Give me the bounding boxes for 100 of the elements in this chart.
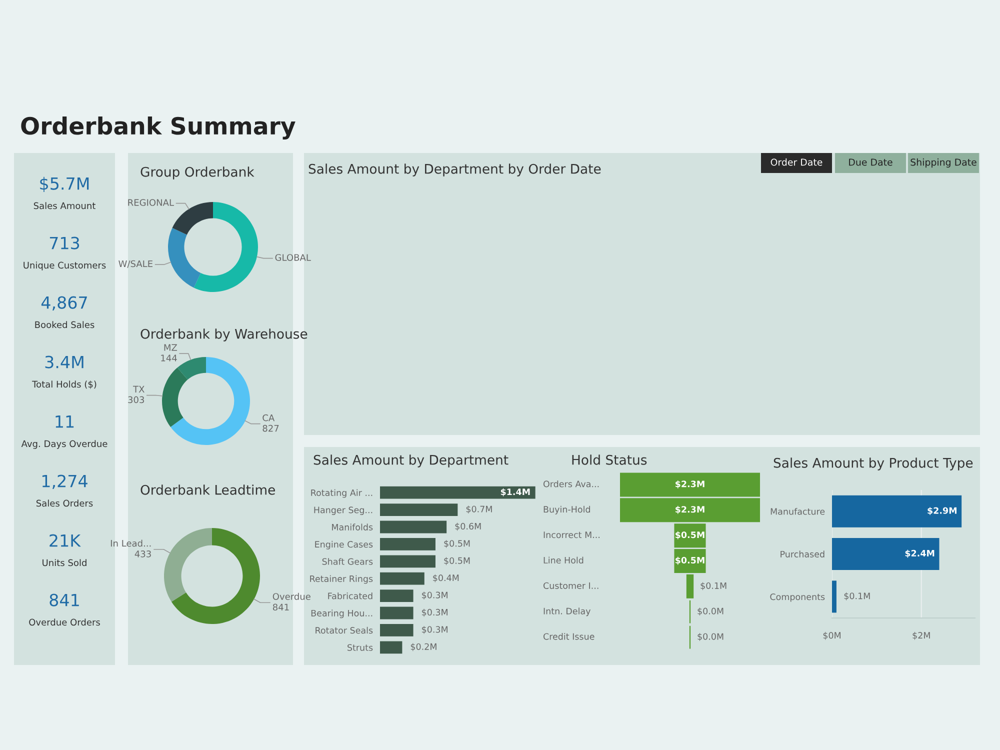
- text: 841: [50, 594, 79, 606]
- donut-slice: [162, 368, 188, 428]
- text: 21K: [50, 534, 81, 547]
- text: 3.4M: [45, 356, 84, 368]
- data-label: $0.0M: [698, 608, 724, 616]
- data-label: $2.3M: [676, 480, 704, 488]
- data-label: $2.3M: [676, 506, 704, 514]
- chart-title: Group Orderbank: [140, 166, 254, 180]
- y-tick-label: Engine Cases: [315, 540, 373, 550]
- y-tick-label: Rotating Air ...: [311, 489, 372, 498]
- text: Units Sold: [42, 559, 86, 566]
- y-tick-label: Bearing Hou...: [311, 610, 372, 618]
- text: Hold Status: [572, 454, 647, 465]
- text: Sales Orders: [36, 500, 93, 507]
- bar: [380, 538, 436, 550]
- category-label: Line Hold: [544, 556, 584, 564]
- data-label: 303: [128, 396, 144, 404]
- text: 4,867: [41, 296, 87, 311]
- data-label: $0.3M: [422, 626, 448, 634]
- text: Orderbank Summary: [21, 116, 296, 140]
- data-label: $0.6M: [455, 522, 481, 531]
- category-label: Incorrect M...: [544, 532, 600, 538]
- donut-slice: [177, 357, 206, 380]
- text: Avg. Days Overdue: [21, 440, 108, 449]
- text: 713: [50, 236, 80, 250]
- data-label: $0.1M: [844, 592, 870, 600]
- data-label: $0.5M: [676, 531, 704, 540]
- bar: [832, 495, 962, 528]
- text: Order Date: [770, 158, 822, 166]
- y-tick-label: Fabricated: [328, 592, 372, 600]
- y-tick-label: Rotator Seals: [316, 626, 373, 634]
- data-label: 841: [272, 604, 289, 611]
- y-tick-label: Hanger Seg...: [314, 506, 372, 515]
- chart-title: Sales Amount by Department: [314, 454, 508, 468]
- y-tick-label: Shaft Gears: [322, 558, 373, 565]
- slice-label: In Lead...: [110, 540, 151, 547]
- y-tick-label: Components: [770, 593, 825, 602]
- category-label: Credit Issue: [543, 633, 594, 640]
- x-tick-label: $0M: [823, 632, 840, 640]
- bar: [380, 572, 424, 585]
- data-label: $2.4M: [905, 550, 934, 558]
- chart-title: Orderbank by Warehouse: [140, 328, 308, 342]
- bar: [832, 538, 940, 570]
- category-label: Orders Ava...: [543, 480, 599, 488]
- data-label: $1.4M: [500, 488, 530, 496]
- bar: [380, 624, 414, 636]
- slice-label: CA: [262, 414, 275, 422]
- chart-title: Sales Amount by Product Type: [774, 458, 973, 470]
- donut-slice: [194, 202, 258, 292]
- data-label: $0.3M: [422, 608, 448, 617]
- text: Total Holds ($): [32, 380, 96, 389]
- bar: [380, 486, 536, 499]
- slice-label: TX: [133, 386, 144, 393]
- text: Shipping Date: [910, 158, 976, 168]
- chart-title: Orderbank Leadtime: [140, 484, 275, 495]
- data-label: $0.4M: [433, 574, 459, 582]
- data-label: $0.0M: [698, 633, 724, 641]
- text: Sales Amount by Department by Order Date: [308, 164, 601, 176]
- text: 1,274: [42, 474, 88, 490]
- data-label: 144: [161, 354, 177, 362]
- bar: [380, 504, 458, 516]
- y-tick-label: Purchased: [780, 550, 824, 558]
- text: Booked Sales: [35, 321, 94, 328]
- text: 11: [56, 415, 74, 428]
- category-label: Intn. Delay: [544, 608, 590, 616]
- donut-slice: [164, 528, 212, 602]
- donut-slice: [171, 528, 260, 624]
- data-label: $0.5M: [444, 540, 470, 548]
- slice-label: REGIONAL: [128, 199, 174, 206]
- y-tick-label: Struts: [348, 644, 373, 651]
- data-label: 433: [134, 550, 151, 558]
- slice-label: GLOBAL: [275, 254, 311, 261]
- slice-label: Overdue: [272, 592, 310, 600]
- bar: [380, 520, 447, 534]
- data-label: $2.9M: [928, 507, 956, 516]
- donut-slice: [172, 202, 213, 235]
- text: Overdue Orders: [29, 618, 100, 626]
- category-label: Customer I...: [543, 582, 598, 589]
- y-tick-label: Retainer Rings: [310, 575, 373, 584]
- data-label: 827: [262, 424, 279, 432]
- data-label: $0.7M: [466, 506, 492, 514]
- text: Sales Amount: [34, 202, 96, 210]
- text: Unique Customers: [24, 262, 106, 270]
- data-label: $0.5M: [444, 557, 470, 566]
- donut-slice: [168, 228, 201, 288]
- slice-label: W/SALE: [118, 260, 152, 268]
- category-label: Buyin-Hold: [544, 506, 590, 514]
- text: $5.7M: [40, 176, 89, 192]
- x-tick-label: $2M: [912, 632, 930, 640]
- text: Due Date: [849, 158, 892, 166]
- bar: [380, 606, 414, 620]
- bar: [380, 555, 436, 568]
- data-label: $0.5M: [676, 556, 704, 565]
- y-tick-label: Manifolds: [332, 524, 373, 530]
- bar: [832, 580, 836, 613]
- bar: [380, 641, 402, 654]
- data-label: $0.2M: [410, 643, 436, 652]
- y-tick-label: Manufacture: [770, 508, 825, 515]
- bar: [380, 590, 414, 602]
- slice-label: MZ: [164, 344, 177, 351]
